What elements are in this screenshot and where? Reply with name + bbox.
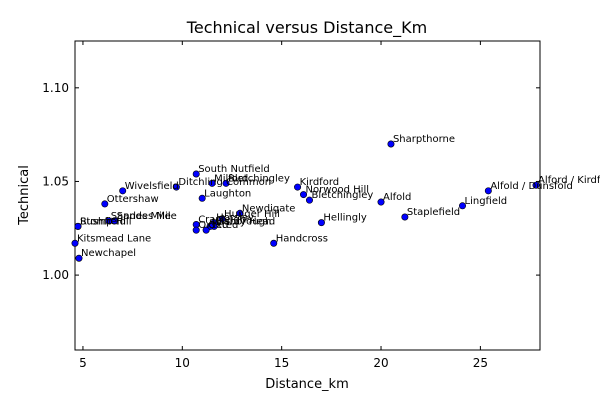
data-point [270,239,278,247]
data-point [218,215,226,223]
point-label: Laughton [204,188,251,199]
x-tick-label: 25 [473,356,488,370]
data-point [208,179,216,187]
point-label: Alfold [383,192,411,203]
y-axis-title: Technical [17,165,32,226]
data-point [192,170,200,178]
data-point [484,187,492,195]
point-label: Wivelsfield [125,181,179,192]
y-tick-label: 1.10 [42,81,69,95]
x-tick-label: 15 [274,356,289,370]
y-tick-label: 1.05 [42,174,69,188]
x-tick-label: 10 [175,356,190,370]
point-label: Norwood Hill [306,185,370,196]
point-label: Kitsmead Lane [77,233,151,244]
point-label: Kirdford [300,177,340,188]
point-label: Hardy Head [216,216,275,227]
point-label: Wisborough [212,216,271,227]
point-label: Oxted [208,220,238,231]
data-point [401,213,409,221]
data-point [305,196,313,204]
data-point [300,191,308,199]
point-label: Hunger Hill [224,209,280,220]
point-label: Handcross [276,233,328,244]
point-label: Cranleigh [198,215,246,226]
data-point [377,198,385,206]
data-point [198,194,206,202]
point-label: Sharpthorne [393,134,455,145]
data-point [387,140,395,148]
x-axis-title: Distance_km [265,377,349,392]
x-tick-label: 20 [373,356,388,370]
point-label: Sandes Mile [111,211,171,222]
point-label: Hellingly [323,213,366,224]
point-label: Horsley [216,213,254,224]
data-point [202,226,210,234]
point-label: Alford / Kirdford [538,175,600,186]
point-label: Stomp Hill [80,216,132,227]
point-label: Sandes Mile [117,211,177,222]
point-label: South Nutfield [198,164,270,175]
y-tick-label: 1.00 [42,268,69,282]
data-points [71,140,540,262]
point-label: Staplefield [407,207,460,218]
point-labels: Sharpthorne South Nutfield Ditchling Commo… [77,134,600,259]
data-point [75,254,83,262]
data-point [172,183,180,191]
data-point [74,222,82,230]
data-point [71,239,79,247]
point-label: Rushfield [80,216,126,227]
point-label: Newchapel [81,248,136,259]
point-label: Ottershaw [107,194,159,205]
data-point [111,217,119,225]
point-label: Oxted [198,220,228,231]
chart-title: Technical versus Distance_Km [186,18,427,38]
point-label: Lingfield [465,196,508,207]
axis-ticks: 5 10 15 20 25 1.00 1.05 1.10 [42,41,540,370]
data-point [119,187,127,195]
plot-area [74,40,541,351]
point-label: Alfold / Dunsfold [490,181,572,192]
point-label: Bletchingley [228,173,290,184]
point-label: Bletchingley [311,190,373,201]
data-point [101,200,109,208]
data-point [222,179,230,187]
data-point [294,183,302,191]
x-tick-label: 5 [79,356,87,370]
data-point [532,181,540,189]
data-point [317,219,325,227]
data-point [192,226,200,234]
point-label: Milford [214,173,248,184]
data-point [458,202,466,210]
point-label: Newdigate [242,203,296,214]
data-point [236,209,244,217]
point-label: Ditchling Common [178,177,271,188]
